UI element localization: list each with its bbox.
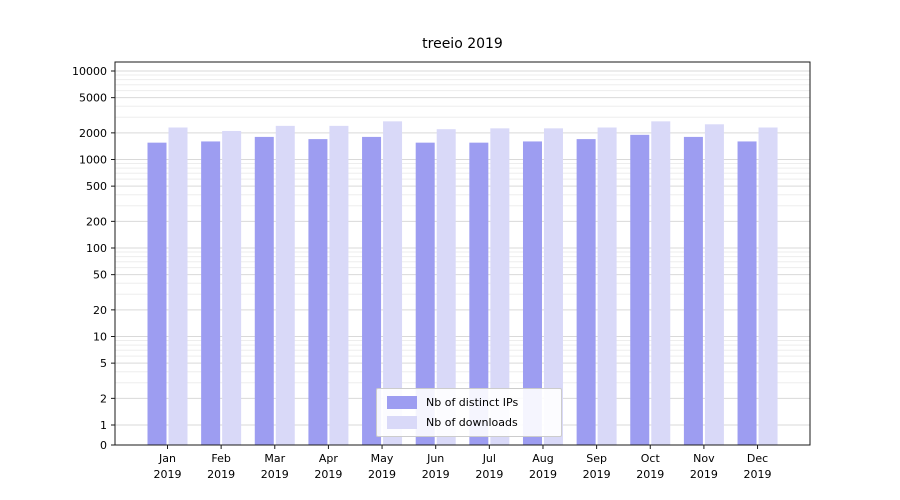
bar	[415, 142, 435, 445]
legend-item-distinct-ips: Nb of distinct IPs	[387, 396, 547, 409]
x-tick-label: Jan 2019	[154, 452, 182, 481]
bar	[308, 139, 328, 445]
y-tick-label: 2000	[79, 127, 107, 140]
legend-swatch-distinct-ips	[387, 396, 417, 409]
y-tick-label: 2	[100, 392, 107, 405]
bar	[651, 121, 671, 445]
bar	[201, 141, 221, 446]
x-tick-label: Oct 2019	[636, 452, 664, 481]
x-tick-label: Dec 2019	[744, 452, 772, 481]
x-tick-label: Aug 2019	[529, 452, 557, 481]
bar	[436, 129, 456, 445]
y-tick-label: 50	[93, 269, 107, 282]
bar	[383, 121, 403, 445]
x-tick-label: Sep 2019	[583, 452, 611, 481]
bar	[543, 128, 563, 445]
bar	[168, 127, 188, 445]
chart-title: treeio 2019	[422, 36, 503, 52]
y-tick-label: 10000	[72, 65, 107, 78]
y-tick-label: 1000	[79, 154, 107, 167]
y-tick-label: 100	[86, 242, 107, 255]
bar	[737, 141, 757, 446]
bar	[758, 127, 778, 445]
bar	[469, 142, 489, 445]
bar	[522, 141, 542, 446]
legend-label-downloads: Nb of downloads	[426, 416, 518, 429]
y-tick-label: 0	[100, 439, 107, 452]
plot-border	[114, 61, 811, 446]
legend-label-distinct-ips: Nb of distinct IPs	[426, 396, 519, 409]
bar	[329, 125, 349, 445]
bar	[490, 128, 510, 445]
bar	[222, 130, 242, 446]
bar	[630, 134, 650, 445]
x-tick-label: Apr 2019	[314, 452, 342, 481]
bar	[576, 139, 596, 445]
x-tick-label: Feb 2019	[207, 452, 235, 481]
y-tick-label: 1	[100, 419, 107, 432]
bar	[704, 124, 724, 445]
x-tick-label: Nov 2019	[690, 452, 718, 481]
bar	[362, 136, 382, 445]
y-tick-label: 10	[93, 331, 107, 344]
legend-swatch-downloads	[387, 416, 417, 429]
bar	[147, 142, 167, 445]
bar	[275, 125, 295, 445]
bar	[597, 127, 617, 445]
bar	[683, 136, 703, 445]
y-tick-label: 500	[86, 180, 107, 193]
bar	[254, 136, 274, 445]
x-tick-label: Jun 2019	[422, 452, 450, 481]
x-tick-label: May 2019	[368, 452, 396, 481]
legend-item-downloads: Nb of downloads	[387, 416, 547, 429]
y-tick-label: 5	[100, 357, 107, 370]
y-tick-label: 5000	[79, 92, 107, 105]
legend: Nb of distinct IPs Nb of downloads	[376, 388, 562, 437]
y-tick-label: 20	[93, 304, 107, 317]
x-tick-label: Mar 2019	[261, 452, 289, 481]
x-tick-label: Jul 2019	[475, 452, 503, 481]
y-tick-label: 200	[86, 215, 107, 228]
